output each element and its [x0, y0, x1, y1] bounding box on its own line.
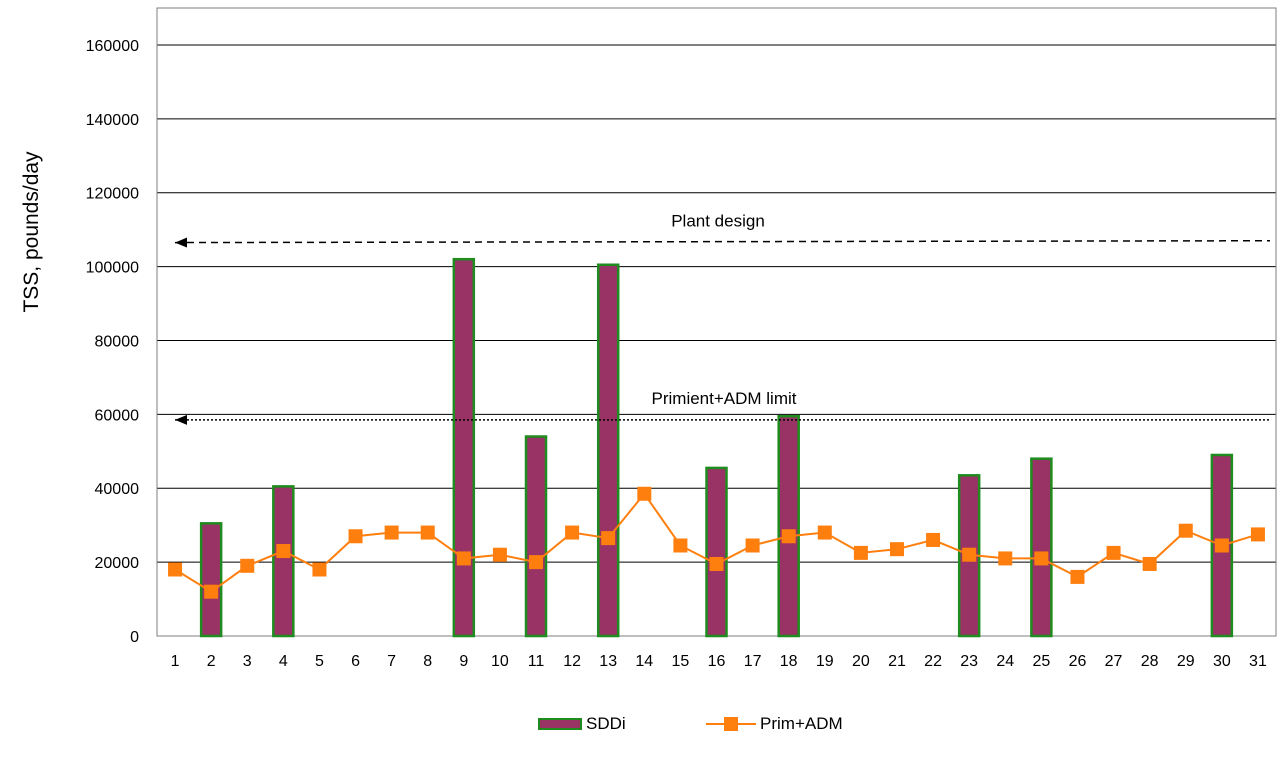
annotation-label: Plant design: [671, 212, 765, 231]
x-tick-label: 4: [279, 653, 288, 670]
x-tick-label: 2: [207, 653, 216, 670]
legend-item-sddi: SDDi: [538, 714, 626, 734]
data-point: [565, 525, 580, 540]
data-point: [745, 538, 760, 553]
x-tick-label: 7: [387, 653, 396, 670]
x-tick-label: 11: [528, 653, 545, 670]
legend-label-prim-adm: Prim+ADM: [760, 714, 843, 733]
annotation-label: Primient+ADM limit: [652, 389, 797, 408]
x-tick-label: 5: [315, 653, 324, 670]
bar: [524, 435, 548, 638]
data-point: [456, 551, 471, 566]
x-tick-label: 24: [996, 653, 1014, 670]
x-tick-label: 17: [744, 653, 762, 670]
data-point: [853, 545, 868, 560]
data-point: [889, 542, 904, 557]
x-tick-label: 20: [852, 653, 870, 670]
data-point: [420, 525, 435, 540]
gridlines: [157, 44, 1276, 563]
x-tick-label: 18: [780, 653, 798, 670]
bar: [1030, 457, 1053, 638]
x-tick-label: 12: [563, 653, 581, 670]
data-point: [240, 558, 255, 573]
x-tick-label: 25: [1032, 653, 1050, 670]
annotation-line: [174, 237, 1271, 248]
y-tick-label: 80000: [95, 333, 140, 350]
data-point: [673, 538, 688, 553]
x-tick-label: 26: [1069, 653, 1087, 670]
legend-bar-swatch: [538, 718, 582, 730]
prim-adm-series: [168, 486, 1265, 599]
y-axis-label: TSS, pounds/day: [20, 151, 43, 313]
data-point: [998, 551, 1013, 566]
data-point: [348, 529, 363, 544]
data-point: [529, 555, 544, 570]
bar: [777, 414, 800, 638]
bar: [272, 485, 295, 638]
data-point: [312, 562, 327, 577]
bar: [199, 522, 223, 638]
x-tick-label: 16: [708, 653, 726, 670]
y-axis-ticks: 0 20000 40000 60000 80000 100000 120000 140000 1…: [86, 38, 139, 646]
data-point: [601, 531, 616, 546]
x-axis-ticks: 1 2 3 4 5 6 7 8 9 10 11 12 13 14 15 16 17 18 19 20 21 22 23 24 2…: [171, 653, 1267, 670]
y-tick-label: 140000: [86, 112, 139, 129]
x-tick-label: 1: [171, 653, 180, 670]
x-tick-label: 15: [672, 653, 690, 670]
y-tick-label: 20000: [95, 555, 140, 572]
data-point: [1214, 538, 1229, 553]
x-tick-label: 8: [423, 653, 432, 670]
y-tick-label: 0: [130, 629, 139, 646]
x-tick-label: 21: [888, 653, 906, 670]
y-tick-label: 40000: [95, 481, 140, 498]
x-tick-label: 29: [1177, 653, 1195, 670]
data-point: [1106, 545, 1121, 560]
data-point: [1142, 556, 1157, 571]
bar: [705, 466, 728, 638]
y-tick-label: 120000: [86, 186, 139, 203]
bar: [452, 257, 476, 638]
x-tick-label: 30: [1213, 653, 1231, 670]
x-tick-label: 27: [1105, 653, 1123, 670]
data-point: [709, 556, 724, 571]
data-point: [926, 532, 941, 547]
data-point: [1070, 569, 1085, 584]
data-point: [384, 525, 399, 540]
x-tick-label: 10: [491, 653, 509, 670]
legend-item-prim-adm: Prim+ADM: [706, 714, 843, 734]
data-point: [1250, 527, 1265, 542]
data-point: [817, 525, 832, 540]
data-point: [781, 529, 796, 544]
x-tick-label: 3: [243, 653, 252, 670]
data-point: [204, 584, 219, 599]
y-tick-label: 60000: [95, 407, 140, 424]
annotations: Plant design Primient+ADM limit: [174, 212, 1271, 425]
data-point: [276, 544, 291, 559]
data-point: [1034, 551, 1049, 566]
data-point: [492, 547, 507, 562]
x-tick-label: 28: [1141, 653, 1159, 670]
data-point: [1178, 523, 1193, 538]
x-tick-label: 14: [635, 653, 653, 670]
x-tick-label: 22: [924, 653, 942, 670]
y-tick-label: 100000: [86, 260, 139, 277]
legend-line-swatch: [706, 717, 756, 731]
legend: SDDi Prim+ADM: [0, 714, 1283, 744]
x-tick-label: 31: [1249, 653, 1267, 670]
data-point: [168, 562, 183, 577]
legend-label-sddi: SDDi: [586, 714, 626, 733]
data-point: [962, 547, 977, 562]
x-tick-label: 23: [960, 653, 978, 670]
bar: [596, 263, 620, 638]
y-tick-label: 160000: [86, 38, 139, 55]
x-tick-label: 9: [459, 653, 468, 670]
x-tick-label: 6: [351, 653, 360, 670]
x-tick-label: 13: [599, 653, 617, 670]
data-point: [637, 486, 652, 501]
x-tick-label: 19: [816, 653, 834, 670]
